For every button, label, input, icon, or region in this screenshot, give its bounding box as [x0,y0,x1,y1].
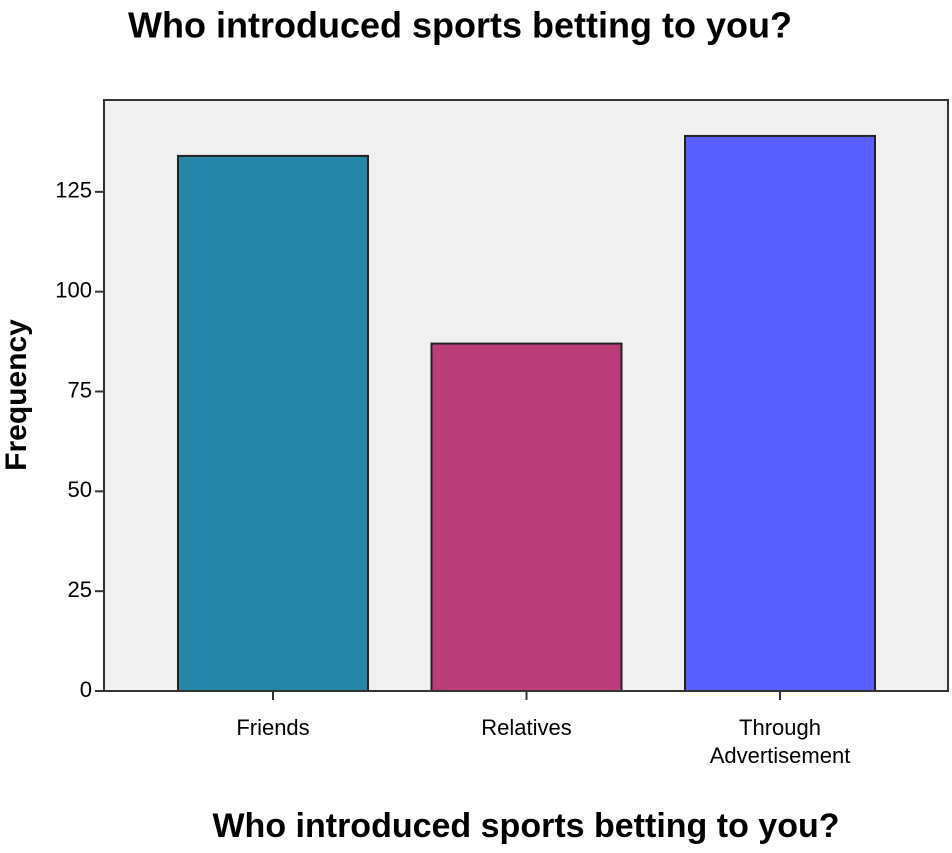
x-tick-label: Friends [236,715,310,740]
y-tick-label: 0 [80,677,92,702]
chart-title: Who introduced sports betting to you? [128,5,792,46]
y-tick-label: 125 [55,178,92,203]
bar [177,154,369,693]
x-tick-label: Relatives [481,715,572,740]
y-axis-title: Frequency [0,319,33,471]
y-tick-label: 100 [55,277,92,302]
bar [430,342,623,692]
x-axis-title: Who introduced sports betting to you? [212,807,839,845]
bar [684,134,876,692]
y-tick-label: 50 [68,477,92,502]
y-tick-label: 75 [68,377,92,402]
y-tick-label: 25 [68,577,92,602]
x-tick-label: Through Advertisement [709,715,851,768]
